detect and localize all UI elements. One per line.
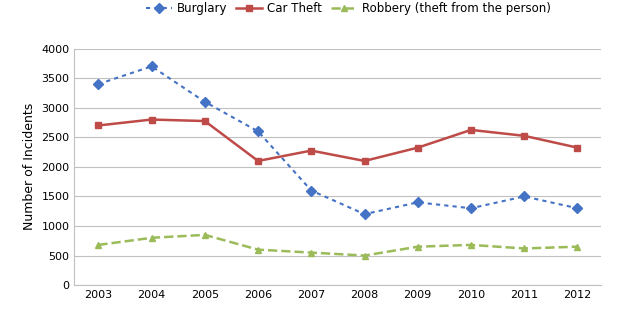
Legend: Burglary, Car Theft, Robbery (theft from the person): Burglary, Car Theft, Robbery (theft from… — [146, 3, 551, 16]
Line: Burglary: Burglary — [95, 63, 581, 218]
Robbery (theft from the person) — [414, 245, 422, 249]
Burglary — [148, 64, 155, 68]
Robbery (theft from the person) — [308, 251, 315, 255]
Burglary — [95, 82, 102, 86]
Car Theft — [521, 134, 528, 138]
Robbery (theft from the person) — [201, 233, 208, 237]
Car Theft — [95, 123, 102, 127]
Car Theft — [467, 128, 475, 132]
Burglary — [414, 200, 422, 204]
Robbery (theft from the person) — [95, 243, 102, 247]
Line: Car Theft: Car Theft — [95, 116, 581, 164]
Car Theft — [574, 146, 581, 150]
Robbery (theft from the person) — [467, 243, 475, 247]
Robbery (theft from the person) — [148, 236, 155, 240]
Burglary — [201, 100, 208, 104]
Car Theft — [361, 159, 368, 163]
Robbery (theft from the person) — [574, 245, 581, 249]
Burglary — [361, 212, 368, 216]
Car Theft — [254, 159, 262, 163]
Burglary — [521, 194, 528, 198]
Robbery (theft from the person) — [521, 247, 528, 250]
Y-axis label: Number of Incidents: Number of Incidents — [23, 103, 36, 230]
Line: Robbery (theft from the person): Robbery (theft from the person) — [95, 231, 581, 259]
Burglary — [574, 206, 581, 210]
Robbery (theft from the person) — [361, 254, 368, 258]
Robbery (theft from the person) — [254, 248, 262, 252]
Car Theft — [308, 149, 315, 153]
Car Theft — [414, 146, 422, 150]
Burglary — [467, 206, 475, 210]
Car Theft — [201, 119, 208, 123]
Burglary — [254, 130, 262, 133]
Burglary — [308, 189, 315, 192]
Car Theft — [148, 118, 155, 122]
